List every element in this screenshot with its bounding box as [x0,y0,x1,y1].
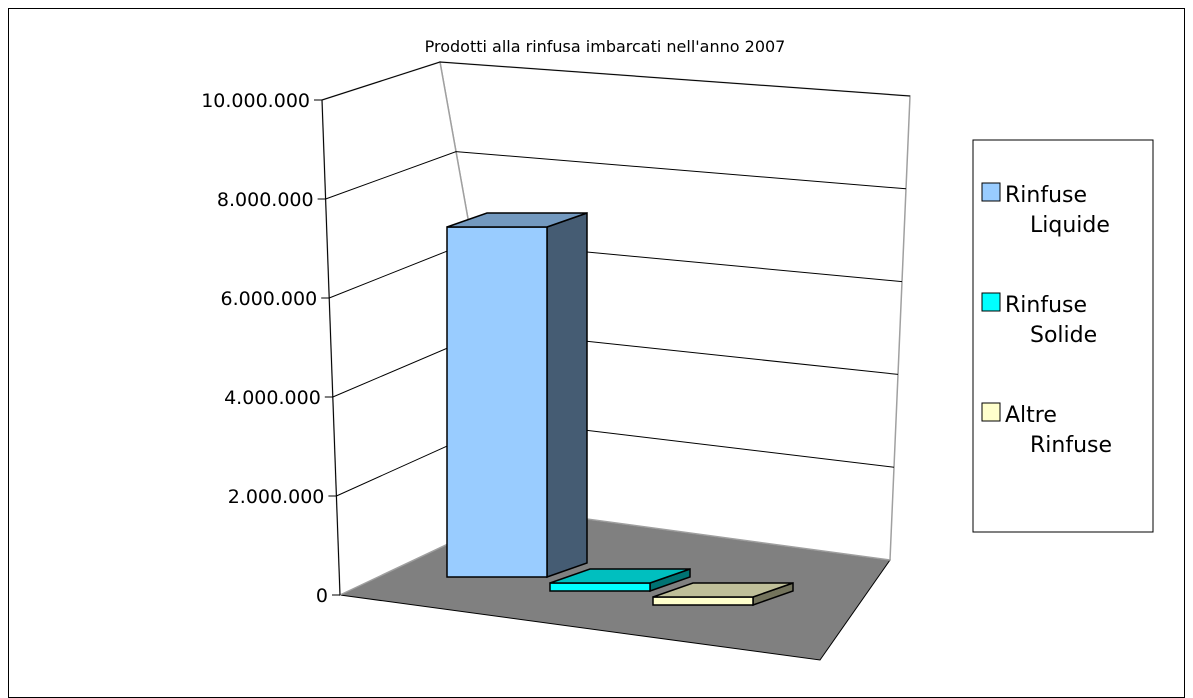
legend-entry: Rinfuse Liquide [981,182,1110,238]
gridline [325,151,907,200]
bar [549,567,691,593]
bar-front-face [446,226,548,578]
bar-front-face [652,596,754,606]
legend-swatch [981,182,1001,202]
bar [652,581,794,607]
bar-side-face [546,211,588,579]
bar-top-face [652,582,794,598]
y-tick-label: 6.000.000 [220,288,317,310]
chart-title: Prodotti alla rinfusa imbarcati nell'ann… [425,37,786,56]
bar-top-face [446,212,588,228]
legend-label: Rinfuse [1005,183,1087,208]
legend-label: Altre [1005,403,1057,428]
legend-label: Liquide [1030,213,1110,238]
legend-entry: Altre Rinfuse [981,402,1112,458]
legend-label: Rinfuse [1030,433,1112,458]
y-axis-line [321,99,341,596]
y-tick-label: 2.000.000 [228,486,325,508]
y-tick-label: 8.000.000 [217,189,314,211]
y-tick-label: 4.000.000 [224,387,321,409]
bar-top-face [549,568,691,584]
chart-svg: Prodotti alla rinfusa imbarcati nell'ann… [201,37,1154,661]
legend-label: Rinfuse [1005,293,1087,318]
legend-box [972,139,1154,533]
bar-front-face [549,582,651,592]
y-tick-label: 0 [316,585,328,607]
bar [446,211,588,579]
legend-entry: Rinfuse Solide [981,292,1097,348]
y-tick-label: 10.000.000 [201,90,310,112]
legend-label: Solide [1030,323,1097,348]
legend-swatch [981,292,1001,312]
gridline [321,61,911,101]
legend-swatch [981,402,1001,422]
